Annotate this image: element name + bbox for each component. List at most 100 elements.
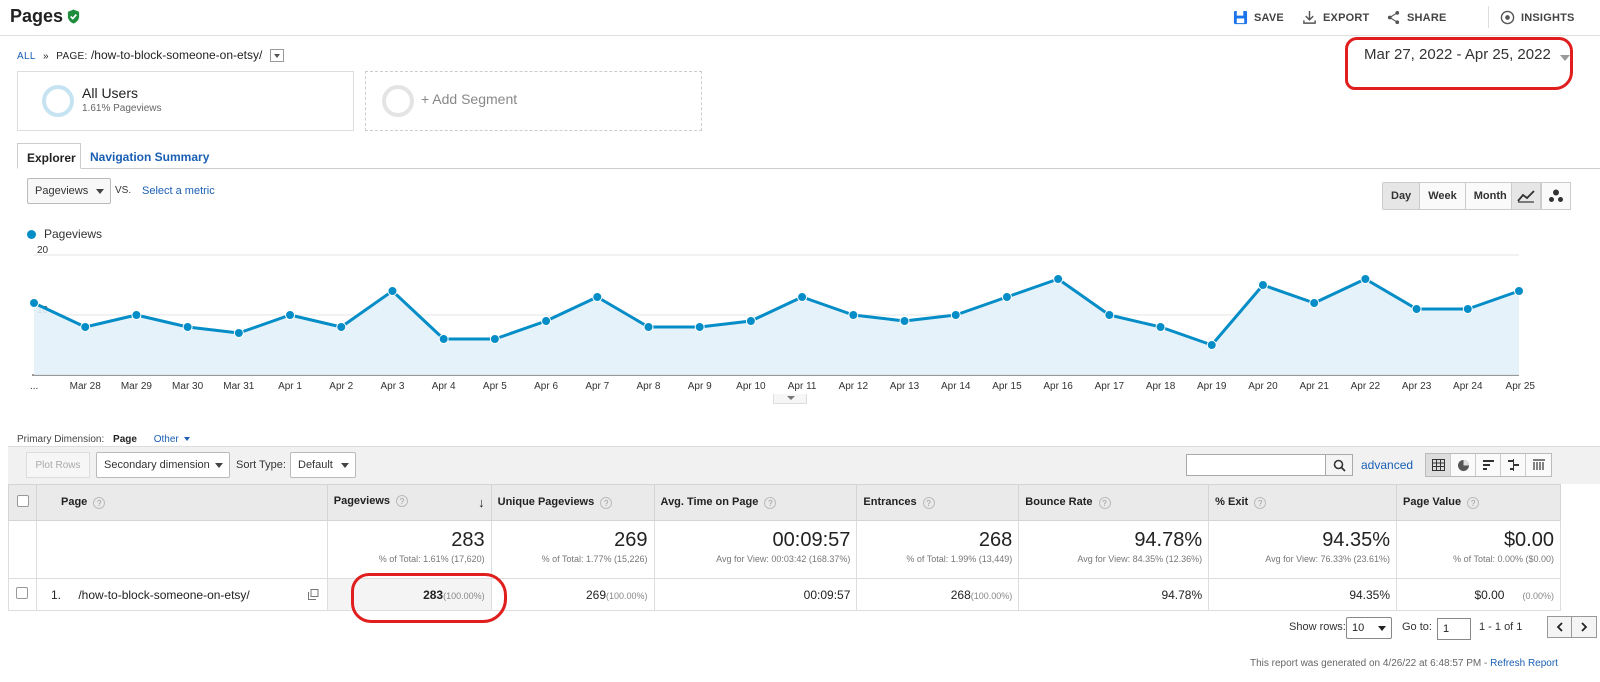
data-point (1360, 274, 1371, 284)
column-header-entrances[interactable]: Entrances? (856, 484, 1020, 521)
line-chart-button[interactable] (1511, 182, 1541, 210)
search-button[interactable] (1325, 454, 1353, 476)
share-button[interactable]: SHARE (1386, 10, 1447, 25)
help-icon[interactable]: ? (1098, 496, 1111, 509)
row-exit: 94.35% (1208, 578, 1398, 611)
help-icon[interactable]: ? (600, 496, 613, 509)
toolbar-divider (1488, 6, 1489, 28)
plot-rows-button[interactable]: Plot Rows (26, 452, 90, 478)
help-icon[interactable]: ? (1254, 496, 1267, 509)
view-data-button[interactable] (1426, 454, 1451, 476)
chevron-left-icon (1556, 622, 1563, 632)
table-search-input[interactable] (1186, 454, 1326, 476)
column-header-avg-time[interactable]: Avg. Time on Page? (653, 484, 858, 521)
help-icon[interactable]: ? (922, 496, 935, 509)
add-segment-label: + Add Segment (421, 91, 518, 107)
column-header-unique-pageviews[interactable]: Unique Pageviews? (490, 484, 655, 521)
vs-label: VS. (115, 185, 132, 196)
view-percentage-button[interactable] (1451, 454, 1476, 476)
breadcrumb-all-link[interactable]: ALL (17, 51, 36, 62)
goto-input[interactable]: 1 (1437, 618, 1471, 640)
motion-chart-button[interactable] (1541, 182, 1571, 210)
data-point (541, 316, 552, 326)
row-checkbox[interactable] (16, 587, 29, 599)
totals-unique-value: 269 (614, 529, 648, 551)
select-all-checkbox[interactable] (17, 495, 29, 507)
tab-navigation-summary[interactable]: Navigation Summary (90, 150, 210, 164)
tab-explorer[interactable]: Explorer (17, 143, 81, 169)
help-icon[interactable]: ? (93, 496, 106, 509)
sort-type-select[interactable]: Default (290, 452, 356, 478)
x-tick-label: Apr 18 (1146, 381, 1176, 392)
breadcrumb-dropdown[interactable] (269, 49, 284, 63)
advanced-filter-link[interactable]: advanced (1361, 458, 1414, 472)
x-tick-label: ... (30, 381, 38, 392)
prev-page-button[interactable] (1548, 617, 1572, 637)
row-pageviews-value: 283 (423, 587, 444, 602)
row-value-pct: (0.00%) (1522, 590, 1554, 601)
granularity-month-button[interactable]: Month (1465, 183, 1515, 209)
totals-bounce-value: 94.78% (1134, 529, 1203, 551)
insights-icon (1500, 10, 1515, 25)
x-tick-label: Apr 1 (278, 381, 302, 392)
view-term-cloud-button[interactable] (1526, 454, 1551, 476)
sort-type-label: Sort Type: (236, 459, 286, 471)
totals-exit: 94.35% Avg for View: 76.33% (23.61%) (1208, 520, 1398, 579)
column-header-bounce-rate[interactable]: Bounce Rate? (1018, 484, 1210, 521)
primary-dimension-bar: Primary Dimension: Page Other (17, 434, 190, 445)
save-button[interactable]: SAVE (1233, 10, 1284, 25)
totals-unique: 269 % of Total: 1.77% (15,226) (490, 520, 655, 579)
view-comparison-button[interactable] (1501, 454, 1526, 476)
column-header-page[interactable]: Page? (35, 484, 328, 521)
help-icon[interactable]: ? (1467, 496, 1480, 509)
show-rows-select[interactable]: 10 (1346, 617, 1392, 639)
secondary-dimension-select[interactable]: Secondary dimension (96, 452, 230, 478)
data-point (1309, 298, 1320, 308)
x-tick-label: Apr 22 (1351, 381, 1381, 392)
next-page-button[interactable] (1572, 617, 1596, 637)
x-tick-label: Mar 31 (223, 381, 255, 392)
refresh-report-link[interactable]: Refresh Report (1490, 658, 1558, 669)
totals-entrances-sub: % of Total: 1.99% (13,449) (906, 554, 1013, 564)
segment-all-users[interactable]: All Users 1.61% Pageviews (17, 71, 354, 131)
data-point (848, 310, 859, 320)
column-header-page-value[interactable]: Page Value? (1396, 484, 1561, 521)
help-icon[interactable]: ? (396, 495, 409, 508)
annotation-circle-date (1345, 37, 1573, 90)
chart-collapse-handle[interactable] (773, 394, 807, 404)
data-point (336, 322, 347, 332)
metric-select[interactable]: Pageviews (27, 178, 111, 204)
pie-icon (1457, 459, 1469, 471)
row-entrances: 268(100.00%) (856, 578, 1020, 611)
row-page-link[interactable]: /how-to-block-someone-on-etsy/ (78, 587, 250, 602)
help-icon[interactable]: ? (764, 496, 777, 509)
goto-label: Go to: (1402, 621, 1432, 633)
table-header-row: Page? Pageviews? ↓ Unique Pageviews? Avg.… (8, 484, 1561, 521)
data-point (387, 286, 398, 296)
row-unique: 269(100.00%) (490, 578, 655, 611)
granularity-week-button[interactable]: Week (1420, 183, 1466, 209)
x-tick-label: Apr 16 (1043, 381, 1073, 392)
date-range-caret-icon[interactable] (1560, 55, 1570, 61)
other-caret-icon[interactable] (183, 437, 190, 442)
date-range-picker[interactable]: Mar 27, 2022 - Apr 25, 2022 (1364, 46, 1551, 63)
column-header-exit[interactable]: % Exit? (1208, 484, 1398, 521)
primary-dimension-other[interactable]: Other (153, 434, 179, 445)
view-performance-button[interactable] (1476, 454, 1501, 476)
y-tick-label: 20 (37, 245, 49, 256)
x-tick-label: Apr 4 (432, 381, 456, 392)
column-header-pageviews[interactable]: Pageviews? ↓ (326, 484, 492, 521)
add-segment-button[interactable]: + Add Segment (365, 71, 702, 131)
insights-button[interactable]: INSIGHTS (1500, 10, 1575, 25)
data-point (182, 322, 193, 332)
line-chart-icon (1517, 190, 1535, 203)
row-index: 1. (50, 587, 61, 602)
primary-dimension-page[interactable]: Page (113, 434, 137, 445)
open-page-icon[interactable] (307, 589, 319, 600)
select-metric-link[interactable]: Select a metric (142, 185, 215, 197)
export-button[interactable]: EXPORT (1302, 10, 1369, 25)
breadcrumb-page: /how-to-block-someone-on-etsy/ (90, 48, 263, 62)
share-label: SHARE (1407, 11, 1447, 24)
granularity-day-button[interactable]: Day (1383, 183, 1421, 209)
data-point (745, 316, 756, 326)
